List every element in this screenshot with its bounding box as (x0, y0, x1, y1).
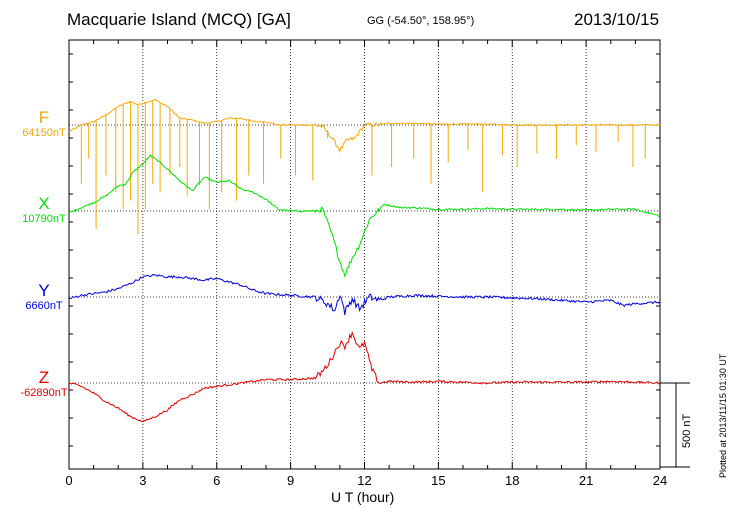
plot-footnote: Plotted at 2013/11/15 01:30 UT (718, 353, 728, 478)
x-tick-label: 0 (65, 473, 73, 488)
series-line-y (68, 273, 661, 316)
scale-bar (660, 382, 690, 468)
x-axis-label: U T (hour) (331, 489, 395, 505)
component-baseline-value: 10790nT (22, 213, 66, 225)
x-tick-label: 18 (505, 473, 520, 488)
component-letter: Y (38, 281, 50, 300)
chart-date: 2013/10/15 (574, 10, 660, 29)
x-tick-label: 3 (139, 473, 147, 488)
grid-lines (142, 40, 587, 469)
chart-title: Macquarie Island (MCQ) [GA] (67, 10, 291, 29)
station-coordinates: GG (-54.50°, 158.95°) (367, 15, 475, 27)
series-x (68, 154, 661, 278)
series-z (68, 330, 661, 423)
x-tick-label: 15 (431, 473, 446, 488)
series-line-z (68, 330, 661, 423)
x-tick-label: 9 (287, 473, 295, 488)
component-baseline-value: 6660nT (25, 300, 63, 312)
x-tick-label: 24 (652, 473, 668, 488)
series-y (68, 273, 661, 316)
series-line-f (68, 99, 661, 153)
component-letter: Z (38, 368, 50, 387)
component-letter: X (38, 194, 50, 213)
series-layer (68, 99, 661, 423)
component-letter: F (38, 108, 50, 127)
x-tick-label: 6 (213, 473, 221, 488)
scale-bar-label: 500 nT (681, 413, 693, 448)
component-label-y: Y 6660nT (9, 281, 79, 313)
series-f (68, 99, 661, 235)
plot-frame (68, 39, 661, 470)
component-baseline-value: 64150nT (22, 127, 66, 139)
series-line-x (68, 154, 661, 278)
component-label-z: Z -62890nT (9, 368, 79, 400)
axis-ticks (68, 40, 661, 469)
x-tick-label: 21 (578, 473, 594, 488)
component-baseline-value: -62890nT (20, 387, 68, 399)
component-label-f: F 64150nT (9, 108, 79, 140)
x-tick-label: 12 (357, 473, 372, 488)
component-label-x: X 10790nT (9, 194, 79, 226)
